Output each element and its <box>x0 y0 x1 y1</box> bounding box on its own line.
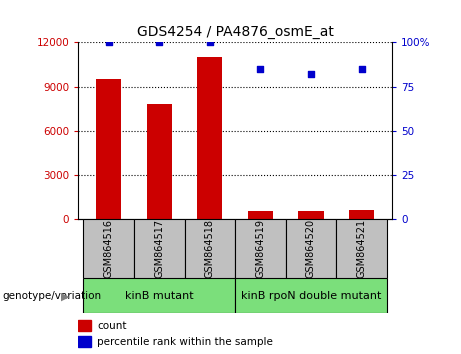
Bar <box>134 219 184 278</box>
Bar <box>336 219 387 278</box>
Point <box>105 40 112 45</box>
Bar <box>235 219 286 278</box>
Bar <box>286 219 336 278</box>
Text: GSM864520: GSM864520 <box>306 219 316 278</box>
Bar <box>96 79 121 219</box>
Bar <box>197 57 223 219</box>
Point <box>206 40 213 45</box>
Title: GDS4254 / PA4876_osmE_at: GDS4254 / PA4876_osmE_at <box>136 25 334 39</box>
Bar <box>349 210 374 219</box>
Text: GSM864521: GSM864521 <box>356 219 366 278</box>
Text: kinB rpoN double mutant: kinB rpoN double mutant <box>241 291 381 301</box>
Text: count: count <box>97 321 127 331</box>
Text: genotype/variation: genotype/variation <box>2 291 101 301</box>
Text: GSM864517: GSM864517 <box>154 219 164 278</box>
Bar <box>147 104 172 219</box>
Bar <box>235 278 387 313</box>
Text: percentile rank within the sample: percentile rank within the sample <box>97 337 273 347</box>
Text: kinB mutant: kinB mutant <box>125 291 194 301</box>
Bar <box>184 219 235 278</box>
Bar <box>83 219 134 278</box>
Bar <box>78 336 91 347</box>
Bar <box>83 278 235 313</box>
Text: GSM864518: GSM864518 <box>205 219 215 278</box>
Point <box>307 72 315 77</box>
Bar <box>248 211 273 219</box>
Text: ▶: ▶ <box>61 291 70 301</box>
Point <box>257 66 264 72</box>
Bar <box>78 320 91 331</box>
Point <box>358 66 365 72</box>
Bar <box>298 211 324 219</box>
Text: GSM864516: GSM864516 <box>104 219 114 278</box>
Point <box>155 40 163 45</box>
Text: GSM864519: GSM864519 <box>255 219 266 278</box>
